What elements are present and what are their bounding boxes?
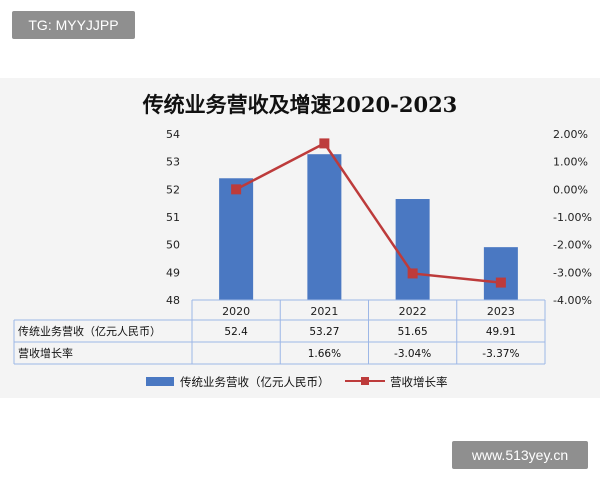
bar (395, 199, 430, 300)
axes: 48 49 50 51 52 53 54 -4.00% -3.00% -2.00% -1.00% 0.… (166, 128, 592, 307)
y-left-tick-label: 53 (166, 156, 180, 169)
y-right-tick-label: 2.00% (553, 128, 588, 141)
y-left-tick-label: 54 (166, 128, 180, 141)
y-right-tick-label: -2.00% (553, 239, 592, 252)
y-right-tick-label: -4.00% (553, 294, 592, 307)
legend-bar-label: 传统业务营收（亿元人民币） (180, 375, 330, 389)
growth-value-label: -3.37% (482, 348, 519, 360)
y-left-tick-label: 51 (166, 211, 180, 224)
legend-bar-swatch (146, 377, 174, 386)
y-left-tick-label: 48 (166, 294, 180, 307)
y-right-tick-label: 1.00% (553, 156, 588, 169)
y-right-tick-label: 0.00% (553, 183, 588, 196)
bar (307, 154, 342, 300)
bar (483, 247, 518, 300)
y-left-tick-label: 52 (166, 183, 180, 196)
growth-value-label: -3.04% (394, 348, 431, 360)
x-category-label: 2021 (310, 305, 338, 318)
x-category-label: 2022 (399, 305, 427, 318)
line-point (231, 184, 242, 195)
watermark-top-left: TG: MYYJJPP (12, 11, 135, 39)
bar-value-label: 49.91 (486, 326, 516, 338)
y-left-tick-label: 49 (166, 266, 180, 279)
growth-value-label: 1.66% (308, 348, 341, 360)
bar-value-label: 52.4 (224, 326, 248, 338)
bar-value-label: 51.65 (398, 326, 428, 338)
chart-title: 传统业务营收及增速2020-2023 (142, 92, 458, 117)
y-right-tick-label: -1.00% (553, 211, 592, 224)
growth-line (235, 141, 502, 284)
x-category-label: 2023 (487, 305, 515, 318)
line-point (319, 138, 330, 149)
y-left-tick-label: 50 (166, 239, 180, 252)
legend-line-marker (361, 377, 369, 385)
bar-value-label: 53.27 (309, 326, 339, 338)
bars (219, 154, 518, 300)
legend: 传统业务营收（亿元人民币） 营收增长率 (146, 375, 448, 389)
y-right-tick-label: -3.00% (553, 266, 592, 279)
line-point (407, 268, 418, 279)
table-row-label: 传统业务营收（亿元人民币） (18, 324, 161, 338)
bar (219, 178, 254, 300)
x-category-label: 2020 (222, 305, 250, 318)
line-series (231, 138, 506, 288)
table-row-label: 营收增长率 (18, 346, 73, 360)
watermark-bottom-right: www.513yey.cn (452, 441, 588, 469)
data-table: 2020 2021 2022 2023 传统业务营收（亿元人民币） 营收增长率 52.4 53… (13, 299, 546, 365)
legend-line-label: 营收增长率 (390, 375, 448, 389)
chart-panel (0, 78, 600, 398)
line-point (495, 277, 506, 288)
